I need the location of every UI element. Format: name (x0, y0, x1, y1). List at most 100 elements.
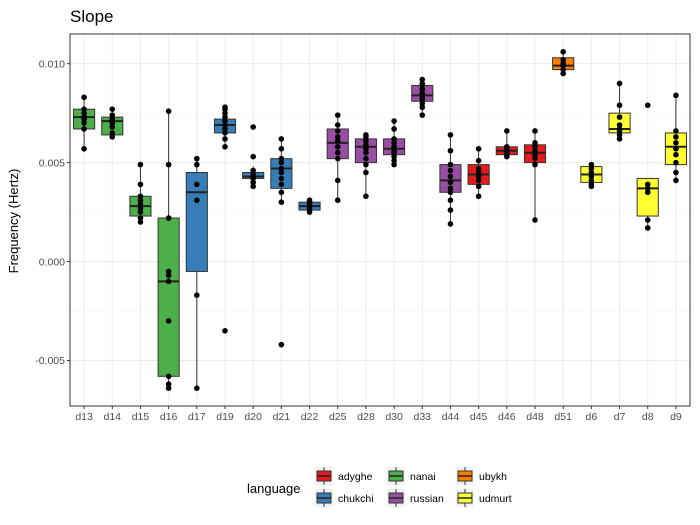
data-point (250, 124, 256, 130)
data-point (673, 177, 679, 184)
data-point (447, 221, 454, 227)
data-point (222, 136, 228, 142)
data-point (278, 145, 285, 152)
data-point (391, 161, 397, 168)
data-point (419, 100, 426, 107)
data-point (109, 120, 116, 126)
legend-label-chukchi: chukchi (338, 493, 374, 505)
data-point (81, 116, 87, 122)
data-point (334, 138, 341, 144)
box-d22 (298, 197, 321, 215)
data-point (250, 183, 256, 190)
data-point (363, 169, 369, 176)
data-point (278, 175, 285, 182)
data-point (475, 157, 482, 164)
data-point (222, 110, 228, 116)
data-point (644, 181, 651, 188)
data-point (81, 120, 87, 126)
data-point (391, 140, 397, 146)
data-point (616, 136, 623, 142)
data-point (278, 181, 285, 188)
data-point (560, 66, 566, 73)
box-d9 (664, 92, 687, 184)
data-point (165, 268, 172, 275)
data-point (165, 108, 172, 114)
x-tick-label-d19: d19 (216, 411, 234, 423)
chart-title: Slope (70, 7, 113, 26)
plot-panel-border (69, 33, 691, 407)
data-point (504, 153, 510, 160)
x-tick-label-d46: d46 (498, 411, 516, 423)
data-point (137, 161, 144, 168)
data-point (278, 155, 285, 162)
data-point (447, 179, 454, 186)
data-point (222, 143, 228, 150)
data-point (165, 318, 172, 324)
box-d30 (383, 118, 406, 168)
y-axis-title: Frequency (Hertz) (6, 169, 21, 274)
data-point (447, 161, 454, 168)
x-tick-label-d30: d30 (385, 411, 403, 423)
data-point (616, 128, 623, 134)
data-point (560, 70, 566, 77)
data-point (109, 130, 116, 136)
data-point (419, 82, 426, 89)
data-point (532, 140, 538, 146)
x-tick-label-d17: d17 (188, 411, 206, 423)
data-point (194, 385, 200, 391)
x-tick-label-d21: d21 (273, 411, 291, 423)
legend-item-ubykh: ubykh (456, 467, 507, 485)
data-point (194, 161, 200, 168)
legend-item-russian: russian (387, 489, 444, 507)
data-point (391, 126, 397, 132)
data-point (447, 207, 454, 213)
data-point (475, 169, 482, 176)
legend-title: language (247, 481, 301, 496)
data-point (137, 219, 144, 225)
data-point (391, 118, 397, 124)
legend: language adyghe chukchi nanai russian ubykh u… (247, 467, 512, 507)
data-point (447, 185, 454, 192)
data-point (334, 177, 341, 184)
plot-grid (70, 34, 690, 406)
data-point (391, 157, 397, 164)
data-point (447, 173, 454, 180)
box-d17 (185, 155, 208, 391)
data-point (81, 126, 87, 132)
box-d45 (467, 145, 490, 200)
box-d25 (326, 112, 349, 204)
x-tick-label-d44: d44 (442, 411, 460, 423)
box-d28 (354, 132, 377, 200)
data-point (673, 92, 679, 99)
data-point (165, 381, 172, 388)
box-d16 (157, 108, 180, 391)
data-point (504, 128, 510, 134)
box-d13 (73, 94, 96, 152)
data-point (250, 153, 256, 160)
data-point (673, 145, 679, 152)
data-point (278, 169, 285, 176)
data-point (616, 114, 623, 120)
x-tick-label-d20: d20 (244, 411, 262, 423)
box-d20 (242, 124, 265, 190)
x-tick-label-d28: d28 (357, 411, 375, 423)
data-point (363, 138, 369, 144)
box-d14 (101, 106, 124, 140)
box-d15 (129, 161, 152, 225)
data-point (222, 114, 228, 120)
box-iqr (185, 172, 208, 272)
data-point (616, 132, 623, 138)
y-axis: -0.005 0.000 0.005 0.010 (35, 58, 70, 367)
data-point (532, 155, 538, 162)
data-point (475, 145, 482, 152)
plot-boxes (73, 49, 687, 391)
x-tick-label-d51: d51 (554, 411, 572, 423)
data-point (588, 165, 595, 172)
legend-item-udmurt: udmurt (456, 489, 512, 507)
data-point (560, 62, 566, 69)
data-point (334, 134, 341, 140)
data-point (391, 143, 397, 150)
data-point (222, 126, 228, 132)
data-point (306, 209, 313, 215)
data-point (588, 183, 595, 190)
